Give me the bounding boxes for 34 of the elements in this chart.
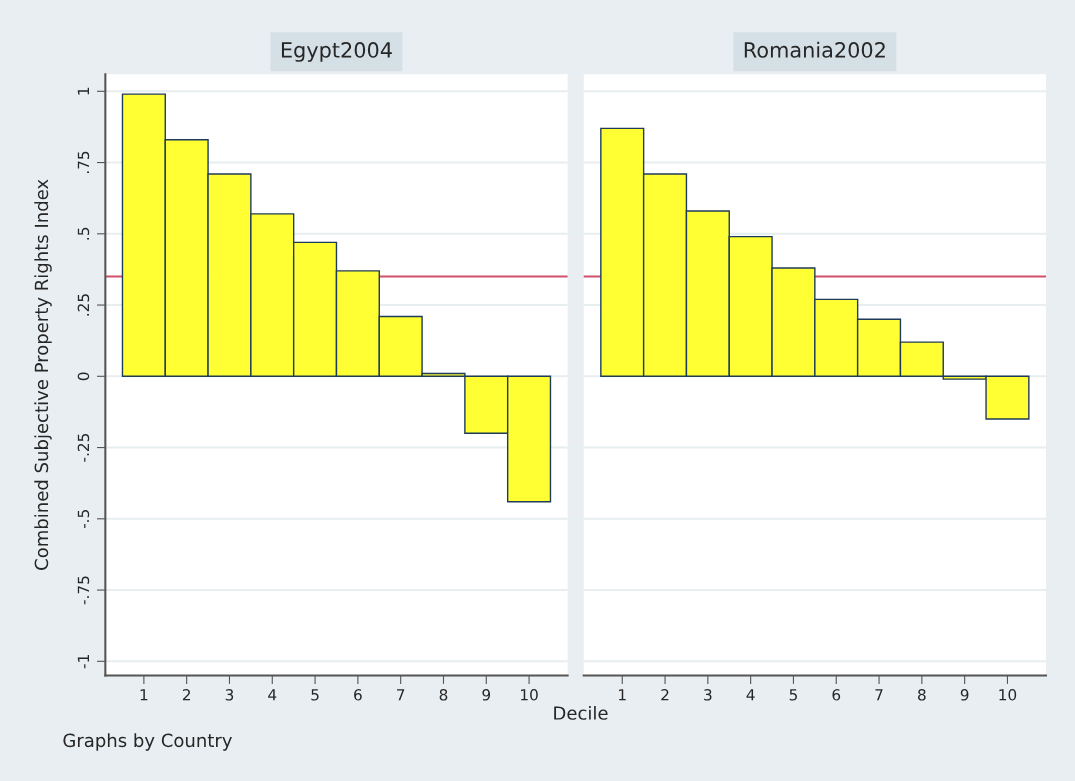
y-tick-label: -.75 [77, 576, 90, 605]
x-axis-title: Decile [554, 705, 608, 720]
text: Graphs by Country [63, 733, 232, 751]
y-tick-label: 1 [77, 87, 89, 95]
x-tick-label: 1 [619, 689, 626, 701]
x-tick-label: 2 [182, 689, 190, 701]
x-tick-label: 10 [999, 689, 1017, 701]
x-tick-label: 9 [960, 689, 969, 701]
x-tick-label: 7 [397, 689, 405, 701]
x-tick-label: 3 [704, 689, 712, 701]
y-tick-label: .75 [77, 151, 90, 174]
chart-title: Romania2002 [744, 41, 885, 58]
x-tick-label: 9 [482, 689, 491, 701]
x-tick-label: 10 [521, 689, 538, 701]
x-tick-label: 7 [875, 689, 883, 701]
x-tick-label: 3 [225, 689, 234, 701]
x-tick-label: 8 [439, 689, 448, 701]
chart-title: Egypt2004 [281, 42, 392, 62]
y-axis-title: Combined Subjective Property Rights Index [34, 179, 52, 570]
x-tick-label: 8 [918, 689, 926, 701]
y-tick-label: .5 [77, 227, 90, 240]
y-tick-label: -.25 [77, 433, 90, 462]
x-tick-label: 4 [268, 689, 277, 701]
y-tick-label: -.5 [77, 510, 90, 529]
x-tick-label: 4 [746, 689, 755, 701]
x-tick-label: 2 [661, 689, 669, 701]
x-tick-label: 1 [140, 689, 148, 701]
y-tick-label: -1 [77, 655, 89, 669]
y-tick-label: .25 [77, 294, 90, 316]
y-tick-label: 0 [77, 372, 90, 381]
x-tick-label: 5 [311, 689, 319, 701]
x-tick-label: 6 [354, 689, 362, 701]
x-tick-label: 6 [832, 689, 841, 701]
x-tick-label: 5 [789, 689, 797, 701]
